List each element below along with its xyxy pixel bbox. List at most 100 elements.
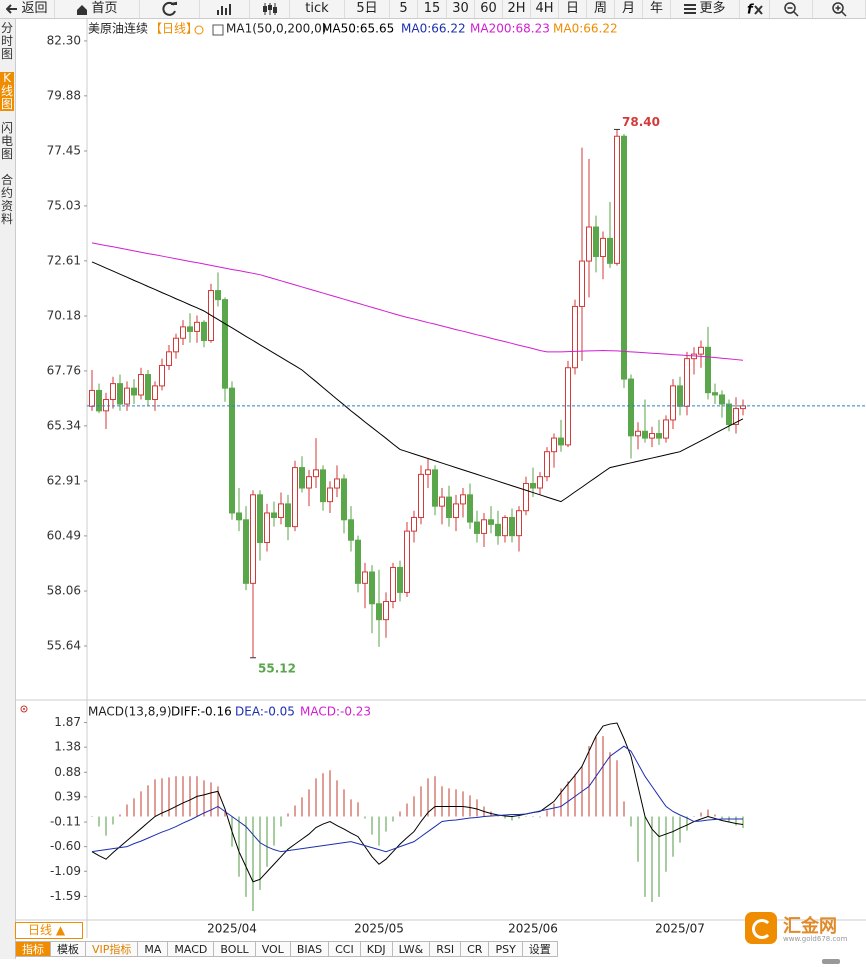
svg-text:f: f bbox=[747, 3, 755, 17]
candle-body bbox=[712, 392, 718, 396]
toolbar-button[interactable]: 2H bbox=[503, 0, 531, 18]
indicator-tab[interactable]: MACD bbox=[168, 941, 215, 957]
toolbar-label: 年 bbox=[649, 1, 663, 16]
candle-body bbox=[530, 482, 536, 489]
legend-entry: MA200:68.23 bbox=[470, 22, 550, 36]
candle-body bbox=[285, 503, 291, 528]
toolbar-button[interactable]: 30 bbox=[447, 0, 475, 18]
refresh-button[interactable] bbox=[140, 0, 200, 18]
annotation-label: 78.40 bbox=[622, 115, 660, 129]
indicator-tab[interactable]: RSI bbox=[430, 941, 462, 957]
indicator-tab[interactable]: 设置 bbox=[522, 941, 558, 957]
sidebar-tab[interactable]: K线图 bbox=[0, 71, 14, 111]
candle-body bbox=[600, 237, 606, 258]
logo-icon bbox=[745, 912, 777, 944]
toolbar-button[interactable]: 60 bbox=[475, 0, 503, 18]
indicator-tab[interactable]: VIP指标 bbox=[86, 941, 139, 957]
indicator-tab[interactable]: CR bbox=[461, 941, 490, 957]
candle-body bbox=[579, 260, 585, 307]
zoom-out-button[interactable] bbox=[770, 0, 813, 18]
indicator-tab[interactable]: KDJ bbox=[360, 941, 393, 957]
indicator-tab[interactable]: BIAS bbox=[290, 941, 330, 957]
indicator-tab[interactable]: MA bbox=[138, 941, 169, 957]
toolbar-button[interactable]: 4H bbox=[531, 0, 559, 18]
candle-body bbox=[642, 430, 648, 439]
toolbar-label: tick bbox=[305, 1, 329, 16]
toolbar-button[interactable]: 5日 bbox=[345, 0, 390, 18]
candle-body bbox=[250, 494, 256, 584]
candle-body bbox=[635, 430, 641, 437]
candle-body bbox=[481, 519, 487, 534]
ma-icon bbox=[212, 24, 224, 36]
candle-body bbox=[649, 433, 655, 439]
toolbar-button[interactable]: 月 bbox=[615, 0, 643, 18]
indicator-tab[interactable]: VOL bbox=[255, 941, 291, 957]
toolbar-button[interactable]: 年 bbox=[643, 0, 671, 18]
y-tick-label: 0.88 bbox=[54, 765, 81, 779]
legend-entry: MA0:66.22 bbox=[401, 22, 466, 36]
indicator-tab[interactable]: BOLL bbox=[214, 941, 256, 957]
indicator-tab[interactable]: PSY bbox=[489, 941, 523, 957]
candle-body bbox=[264, 512, 270, 543]
candle-body bbox=[544, 451, 550, 478]
candle-body bbox=[684, 358, 690, 407]
indicator-tab[interactable]: LW& bbox=[392, 941, 431, 957]
y-tick-label: 77.45 bbox=[47, 143, 81, 157]
candle-body bbox=[348, 519, 354, 541]
candle-body bbox=[299, 467, 305, 489]
toolbar-button[interactable]: 5 bbox=[390, 0, 418, 18]
candle-body bbox=[614, 135, 620, 264]
toolbar-label: 日 bbox=[565, 1, 579, 16]
indicator-tab[interactable]: 指标 bbox=[15, 941, 51, 957]
candle-body bbox=[159, 364, 165, 387]
toolbar-button[interactable]: 更多 bbox=[671, 0, 740, 18]
toolbar-button[interactable]: 周 bbox=[587, 0, 615, 18]
toolbar-button[interactable]: 日 bbox=[559, 0, 587, 18]
candle-body bbox=[740, 405, 746, 410]
indicator-tab[interactable]: 模板 bbox=[51, 941, 86, 957]
scroll-handle[interactable] bbox=[822, 959, 840, 964]
formula-button[interactable]: f bbox=[740, 0, 770, 18]
bar-chart-button[interactable] bbox=[200, 0, 250, 18]
candle-body bbox=[509, 517, 515, 537]
logo: 汇金网 www.gold678.com bbox=[745, 912, 855, 946]
toolbar-button[interactable]: tick bbox=[290, 0, 345, 18]
indicator-tab[interactable]: CCI bbox=[329, 941, 361, 957]
y-tick-label: 70.18 bbox=[47, 308, 81, 322]
candle-body bbox=[488, 519, 494, 525]
candle-body bbox=[334, 478, 340, 489]
candle-body bbox=[439, 496, 445, 507]
candle-body bbox=[656, 433, 662, 439]
diff-line bbox=[91, 722, 744, 883]
sidebar: 分时图 K线图闪电图合约资料 bbox=[0, 19, 16, 959]
x-tick-label: 2025/05 bbox=[354, 922, 404, 936]
y-tick-label: 72.61 bbox=[47, 253, 81, 267]
candle-body bbox=[89, 389, 95, 407]
y-tick-label: 1.38 bbox=[54, 740, 81, 754]
toolbar-button[interactable]: 首页 bbox=[55, 0, 140, 18]
toolbar-button[interactable]: 15 bbox=[418, 0, 447, 18]
candle-body bbox=[621, 135, 627, 380]
candle-body bbox=[558, 437, 564, 446]
candle-body bbox=[502, 517, 508, 537]
chart-title: MACD(13,8,9) bbox=[88, 705, 172, 719]
candle-body bbox=[355, 539, 361, 584]
ma-line bbox=[91, 261, 744, 503]
sidebar-tab[interactable]: 闪电图 bbox=[0, 121, 13, 161]
y-tick-label: 75.03 bbox=[47, 198, 81, 212]
candle-body bbox=[516, 510, 522, 537]
sidebar-tab[interactable]: 合约资料 bbox=[0, 173, 13, 226]
candle-body bbox=[383, 600, 389, 621]
candle-body bbox=[243, 519, 249, 584]
logo-url: www.gold678.com bbox=[783, 935, 848, 943]
toolbar-label: 5 bbox=[399, 1, 408, 16]
candle-body bbox=[698, 346, 704, 355]
toolbar-button[interactable]: 返回 bbox=[0, 0, 55, 18]
sidebar-tab[interactable]: 分时图 bbox=[0, 21, 13, 61]
zoom-in-button[interactable] bbox=[813, 0, 866, 18]
period-button[interactable]: 日线 ▲ bbox=[15, 922, 83, 939]
period-label: 【日线】 bbox=[150, 22, 198, 36]
candle-button[interactable] bbox=[250, 0, 290, 18]
candle-body bbox=[607, 237, 613, 264]
